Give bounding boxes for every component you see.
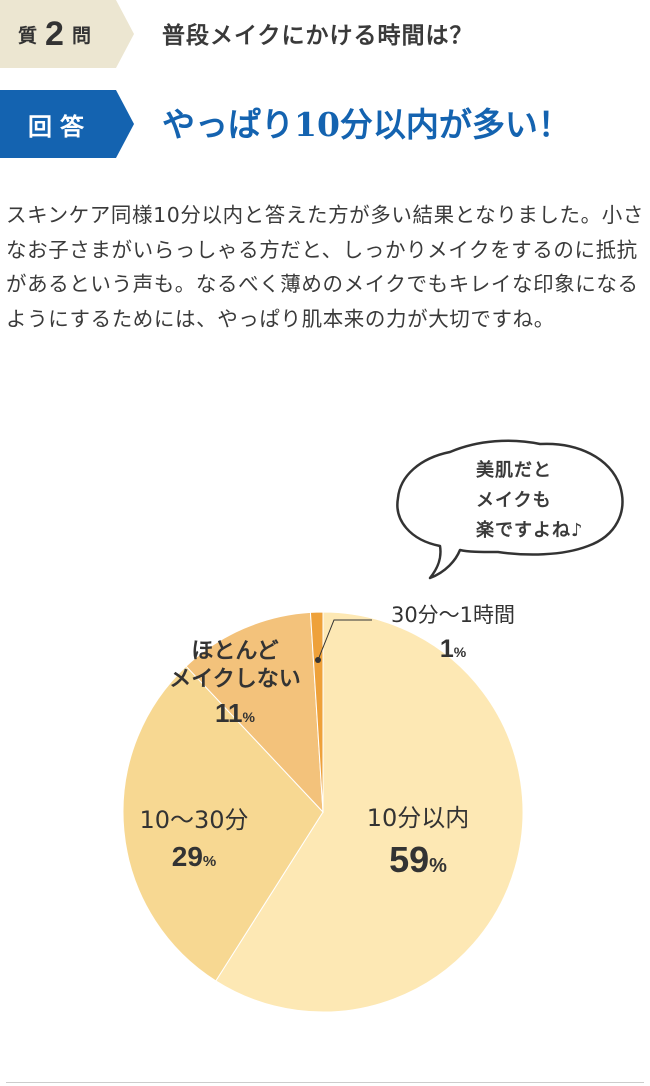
question-tag: 質 2 問 bbox=[0, 0, 134, 68]
bubble-line-3: 楽ですよね♪ bbox=[476, 520, 584, 541]
label-10-30min-value: 29% bbox=[172, 841, 217, 872]
question-number: 2 bbox=[45, 14, 64, 53]
label-30-60min-value: 1% bbox=[440, 635, 467, 663]
bubble-line-2: メイクも bbox=[476, 490, 552, 511]
label-no-makeup-text-2: メイクしない bbox=[169, 667, 301, 692]
answer-label: 回答 bbox=[28, 112, 92, 141]
label-10min-value: 59% bbox=[389, 839, 447, 880]
answer-tag: 回答 bbox=[0, 90, 134, 158]
bottom-divider bbox=[6, 1082, 644, 1083]
leader-line bbox=[317, 619, 372, 661]
label-30-60min-text-1: 30分〜1時間 bbox=[391, 603, 515, 627]
question-suffix: 問 bbox=[71, 24, 91, 47]
slice-10-30min bbox=[122, 665, 324, 982]
speech-bubble-shape bbox=[396, 439, 624, 580]
answer-headline: やっぱり10分以内が多い！ bbox=[162, 105, 571, 144]
leader-dot bbox=[315, 657, 321, 663]
body-paragraph: スキンケア同様10分以内と答えた方が多い結果となりました。小さなお子さまがいらっ… bbox=[6, 203, 644, 331]
question-text: 普段メイクにかける時間は？ bbox=[162, 23, 474, 49]
slice-no-makeup bbox=[185, 611, 324, 814]
speech-bubble: 美肌だと メイクも 楽ですよね♪ bbox=[380, 428, 630, 588]
label-10min-text-1: 10分以内 bbox=[367, 804, 470, 832]
bubble-line-1: 美肌だと bbox=[476, 460, 552, 481]
slice-10min bbox=[215, 611, 524, 1013]
label-no-makeup-value: 11% bbox=[215, 698, 256, 728]
label-10-30min-text-1: 10〜30分 bbox=[139, 806, 248, 834]
label-no-makeup-text-1: ほとんど bbox=[191, 639, 278, 664]
question-prefix: 質 bbox=[18, 24, 38, 47]
